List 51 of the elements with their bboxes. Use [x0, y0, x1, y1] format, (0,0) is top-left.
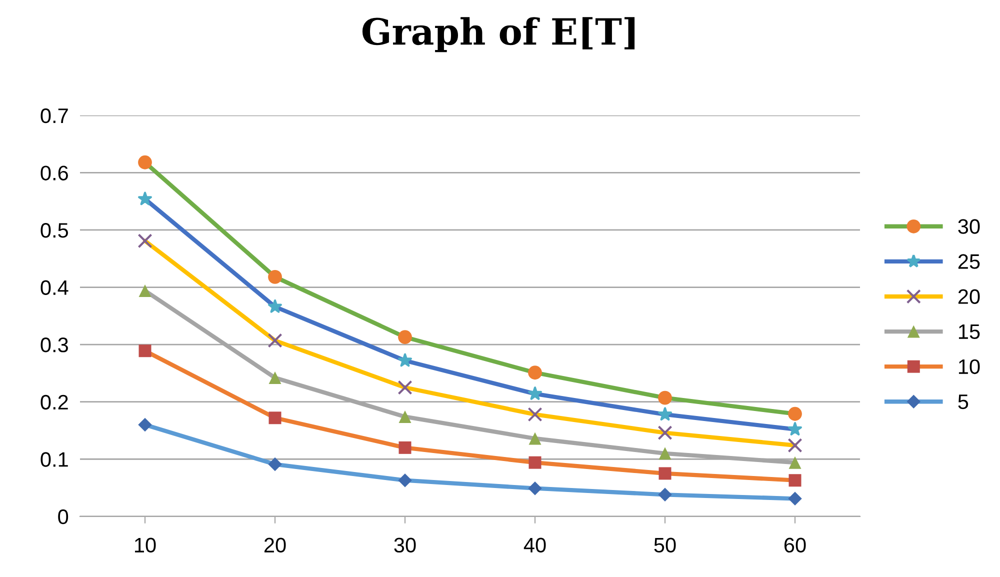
point — [788, 406, 802, 421]
point — [658, 425, 672, 440]
point — [528, 407, 542, 422]
x-tick-label: 50 — [654, 538, 676, 553]
y-tick-label: 0.4 — [40, 280, 68, 296]
legend-label: 15 — [958, 324, 980, 340]
point — [268, 270, 282, 284]
legend-label: 5 — [958, 394, 968, 410]
point — [398, 410, 412, 423]
point — [528, 456, 542, 469]
x-tick-label: 60 — [784, 538, 806, 553]
point — [398, 441, 412, 454]
y-tick-label: 0.2 — [40, 394, 68, 410]
y-tick-label: 0.7 — [40, 108, 68, 124]
point — [398, 473, 412, 488]
point — [398, 330, 412, 344]
point — [658, 488, 672, 502]
y-tick-label: 0.3 — [40, 338, 68, 352]
point — [788, 474, 802, 487]
y-tick-label: 0 — [58, 509, 68, 524]
point — [268, 457, 282, 472]
chart-title: Graph of E[T] — [362, 17, 635, 52]
point — [268, 372, 282, 384]
point — [658, 390, 672, 405]
legend-label: 25 — [958, 254, 980, 269]
x-tick-label: 20 — [264, 538, 286, 553]
x-tick-label: 40 — [524, 538, 546, 553]
x-tick-label: 30 — [394, 538, 416, 553]
point — [788, 492, 802, 506]
x-tick-label: 10 — [135, 538, 156, 553]
point — [528, 432, 542, 445]
point — [528, 481, 542, 496]
point — [268, 333, 282, 348]
y-tick-label: 0.6 — [40, 166, 68, 180]
point — [138, 284, 152, 297]
point — [138, 155, 152, 170]
legend-label: 20 — [958, 289, 980, 304]
point — [138, 234, 152, 248]
point — [138, 344, 152, 358]
y-tick-label: 0.1 — [40, 452, 68, 467]
point — [138, 418, 152, 432]
point — [398, 380, 412, 395]
point — [268, 412, 282, 424]
y-tick-label: 0.5 — [40, 222, 68, 238]
point — [528, 366, 542, 380]
point — [788, 456, 802, 469]
point — [658, 447, 672, 460]
legend-label: 10 — [958, 359, 980, 374]
point — [658, 467, 672, 480]
point — [788, 438, 802, 453]
legend-label: 30 — [958, 219, 980, 234]
